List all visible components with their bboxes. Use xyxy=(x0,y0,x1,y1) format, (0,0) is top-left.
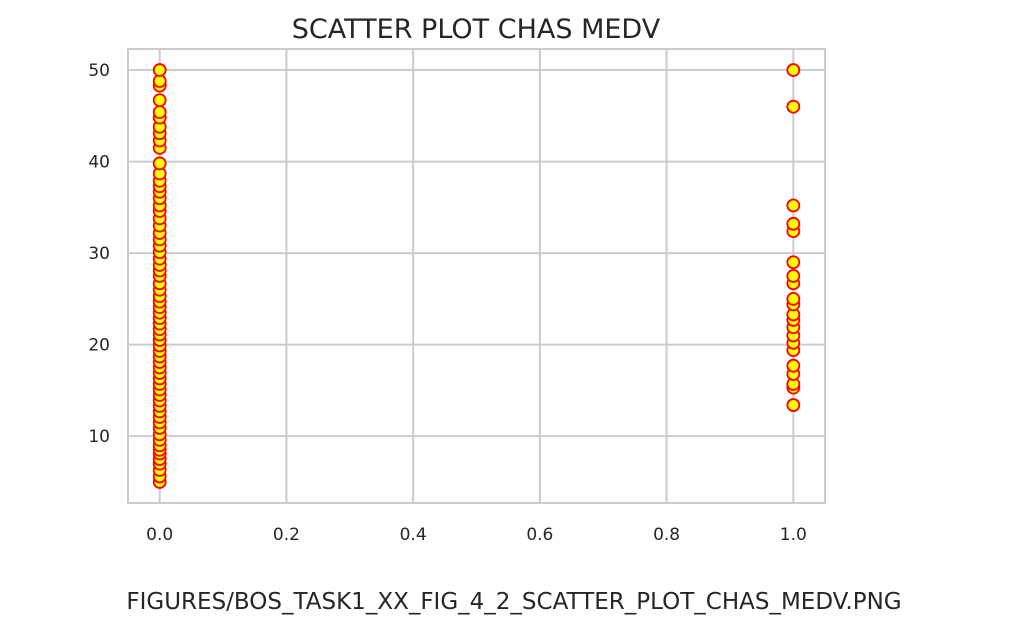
scatter-point xyxy=(786,291,801,306)
x-tick-label: 0.4 xyxy=(400,525,427,545)
scatter-point xyxy=(152,93,167,108)
scatter-point xyxy=(786,216,801,231)
axis-ticks: 0.0 0.2 0.4 0.6 0.8 1.0 10 20 30 40 50 xyxy=(88,61,806,545)
scatter-point xyxy=(152,105,167,120)
scatter-point xyxy=(786,269,801,283)
data-points xyxy=(152,63,801,489)
scatter-point xyxy=(786,63,801,77)
y-tick-label: 50 xyxy=(88,61,110,81)
x-tick-label: 0.0 xyxy=(146,525,173,545)
y-tick-label: 10 xyxy=(88,427,110,447)
figure-caption: FIGURES/BOS_TASK1_XX_FIG_4_2_SCATTER_PLO… xyxy=(126,589,901,615)
plot-area-frame xyxy=(127,48,826,504)
scatter-point xyxy=(786,358,801,373)
chart-title: SCATTER PLOT CHAS MEDV xyxy=(292,14,661,45)
x-tick-label: 0.2 xyxy=(273,525,300,545)
y-tick-label: 40 xyxy=(88,153,110,173)
y-tick-label: 30 xyxy=(88,244,110,264)
scatter-point xyxy=(786,99,801,114)
y-tick-label: 20 xyxy=(88,336,110,356)
scatter-point xyxy=(152,156,167,171)
scatter-point xyxy=(786,255,801,270)
x-tick-label: 0.8 xyxy=(653,525,680,545)
scatter-point xyxy=(786,198,801,213)
grid-lines xyxy=(128,49,825,503)
scatter-point xyxy=(786,398,801,412)
x-tick-label: 0.6 xyxy=(526,525,553,545)
x-tick-label: 1.0 xyxy=(780,525,807,545)
scatter-point xyxy=(152,63,167,77)
